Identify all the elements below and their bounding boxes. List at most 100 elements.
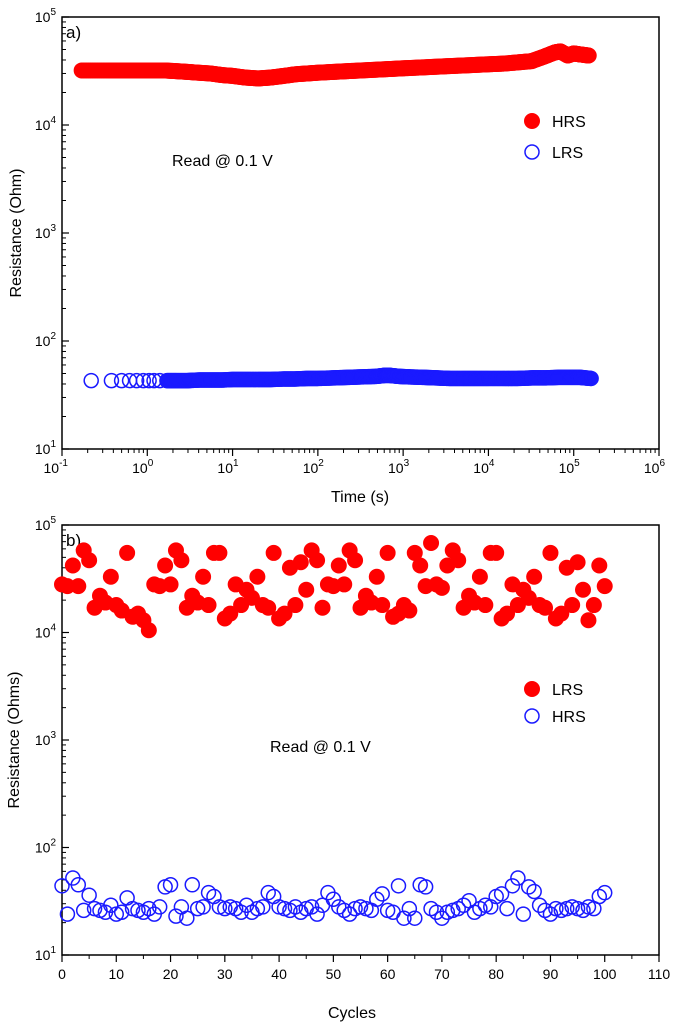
data-point — [336, 576, 353, 593]
data-point — [70, 877, 87, 893]
x-tick-label: 100 — [593, 966, 617, 982]
data-point — [499, 605, 516, 622]
x-tick-label: 10 — [108, 966, 124, 982]
data-point — [596, 578, 613, 595]
series-lrs-filled — [54, 535, 613, 639]
data-point — [390, 878, 407, 894]
data-point — [314, 599, 331, 616]
data-point — [119, 544, 136, 561]
data-point — [450, 552, 467, 569]
data-point — [580, 612, 597, 629]
data-point — [510, 870, 526, 886]
data-point — [368, 568, 385, 585]
data-point — [542, 544, 559, 561]
data-point — [59, 906, 76, 922]
data-point — [81, 887, 97, 903]
chart-a-xlabel: Time (s) — [331, 489, 389, 506]
data-point — [471, 568, 488, 585]
data-point — [200, 597, 217, 614]
data-point — [401, 900, 418, 917]
data-point — [179, 910, 195, 926]
data-point — [569, 554, 586, 571]
chart-a-legend-hrs-label: HRS — [552, 114, 586, 131]
y-tick-label: 105 — [35, 7, 57, 25]
data-point — [81, 552, 98, 569]
data-point — [140, 622, 157, 639]
data-point — [162, 877, 179, 893]
data-point — [423, 535, 440, 552]
x-tick-label: 102 — [303, 458, 325, 476]
data-point — [309, 552, 326, 569]
data-point — [341, 906, 358, 922]
legend-marker-lrs — [524, 144, 540, 160]
data-point — [195, 899, 211, 915]
data-point — [103, 897, 119, 914]
x-tick-label: 90 — [543, 966, 559, 982]
x-tick-label: 70 — [434, 966, 450, 982]
data-point — [64, 557, 81, 574]
data-point — [433, 579, 450, 596]
data-point — [596, 884, 613, 901]
y-tick-label: 101 — [35, 945, 57, 963]
data-point — [455, 897, 472, 914]
data-point — [428, 904, 445, 920]
x-tick-label: 0 — [58, 966, 66, 982]
data-point — [173, 552, 190, 569]
data-point — [75, 902, 92, 919]
y-tick-label: 103 — [35, 730, 57, 748]
y-tick-label: 102 — [35, 331, 57, 349]
x-tick-label: 30 — [217, 966, 233, 982]
x-tick-label: 100 — [132, 458, 154, 476]
data-point — [575, 581, 592, 598]
y-tick-label: 104 — [35, 623, 57, 641]
data-point — [298, 581, 315, 598]
chart-a-annotation: Read @ 0.1 V — [172, 153, 273, 170]
data-point — [537, 599, 554, 616]
x-tick-label: 20 — [163, 966, 179, 982]
data-point — [141, 900, 157, 917]
chart-b-legend-lrs-label: LRS — [552, 682, 583, 699]
data-point — [379, 544, 396, 561]
chart-b-panel-label: b) — [66, 531, 81, 550]
data-point — [260, 599, 277, 616]
data-point — [249, 568, 266, 585]
series-hrs-filled — [73, 43, 597, 87]
data-point — [135, 372, 152, 389]
data-point — [184, 877, 201, 893]
data-point — [70, 578, 87, 595]
data-point — [141, 372, 157, 389]
x-tick-label: 80 — [488, 966, 504, 982]
chart-a-legend-lrs-label: LRS — [552, 145, 583, 162]
data-point — [157, 557, 174, 574]
data-point — [128, 372, 145, 389]
data-point — [374, 597, 391, 614]
data-point — [434, 910, 450, 926]
y-tick-label: 101 — [35, 439, 57, 457]
data-point — [287, 899, 304, 915]
data-point — [488, 544, 505, 561]
x-tick-label: 103 — [388, 458, 410, 476]
legend-marker-hrs — [524, 708, 540, 724]
data-point — [526, 883, 542, 900]
chart-b-annotation: Read @ 0.1 V — [270, 739, 371, 756]
series-hrs-open — [54, 870, 613, 926]
chart-b-ylabel: Resistance (Ohms) — [6, 672, 23, 809]
data-point — [168, 908, 184, 924]
data-point — [292, 554, 309, 571]
y-tick-label: 105 — [35, 515, 57, 533]
data-point-interp — [582, 370, 598, 387]
data-point — [499, 900, 515, 917]
data-point — [195, 568, 212, 585]
data-point — [222, 605, 239, 622]
series-lrs-open — [83, 367, 599, 389]
data-point — [477, 597, 494, 614]
x-tick-label: 40 — [271, 966, 287, 982]
data-point — [325, 891, 342, 908]
data-point — [265, 544, 282, 561]
data-point — [374, 886, 390, 902]
data-point — [255, 899, 271, 915]
data-point — [526, 568, 543, 585]
data-point — [585, 597, 602, 614]
data-point — [369, 891, 385, 908]
